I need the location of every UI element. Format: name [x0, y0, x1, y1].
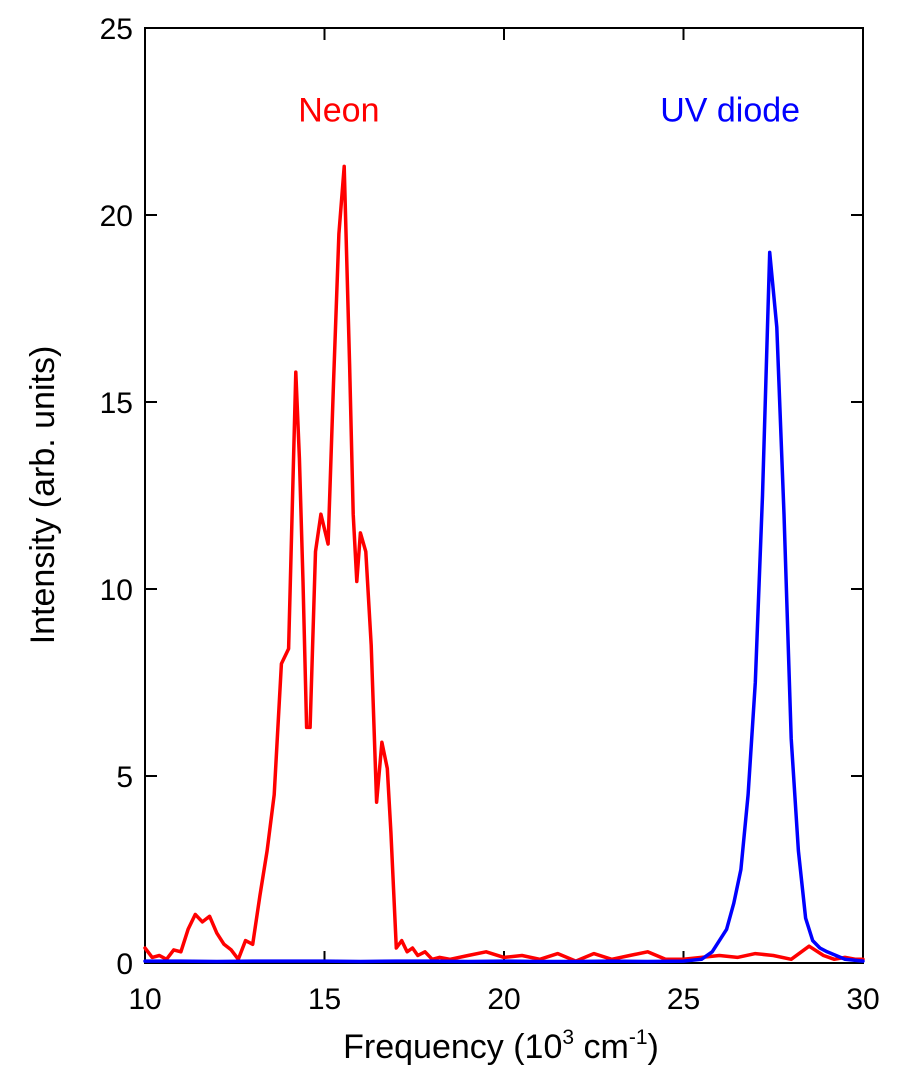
y-tick-label: 5 — [116, 761, 133, 794]
y-tick-label: 25 — [100, 13, 133, 46]
x-tick-label: 25 — [667, 983, 700, 1016]
series-line-neon — [143, 164, 865, 963]
y-axis-label: Intensity (arb. units) — [24, 346, 62, 645]
series-annotation-uv-diode: UV diode — [660, 92, 800, 130]
y-tick-label: 10 — [100, 574, 133, 607]
y-tick-label: 15 — [100, 387, 133, 420]
series-annotations: Neon UV diode — [298, 92, 800, 130]
x-tick-label: 15 — [308, 983, 341, 1016]
series-annotation-neon: Neon — [298, 92, 379, 130]
series-lines — [143, 164, 865, 964]
x-tick-label: 20 — [487, 983, 520, 1016]
axis-ticks: 10 15 20 25 30 0 5 10 15 20 25 — [100, 13, 880, 1016]
x-axis-label: Frequency (103 cm-1) — [343, 1026, 659, 1066]
y-tick-label: 20 — [100, 200, 133, 233]
series-line-uv-diode — [143, 250, 865, 964]
plot-frame — [144, 27, 864, 964]
x-tick-label: 10 — [128, 983, 161, 1016]
y-tick-label: 0 — [116, 948, 133, 981]
x-tick-label: 30 — [846, 983, 879, 1016]
